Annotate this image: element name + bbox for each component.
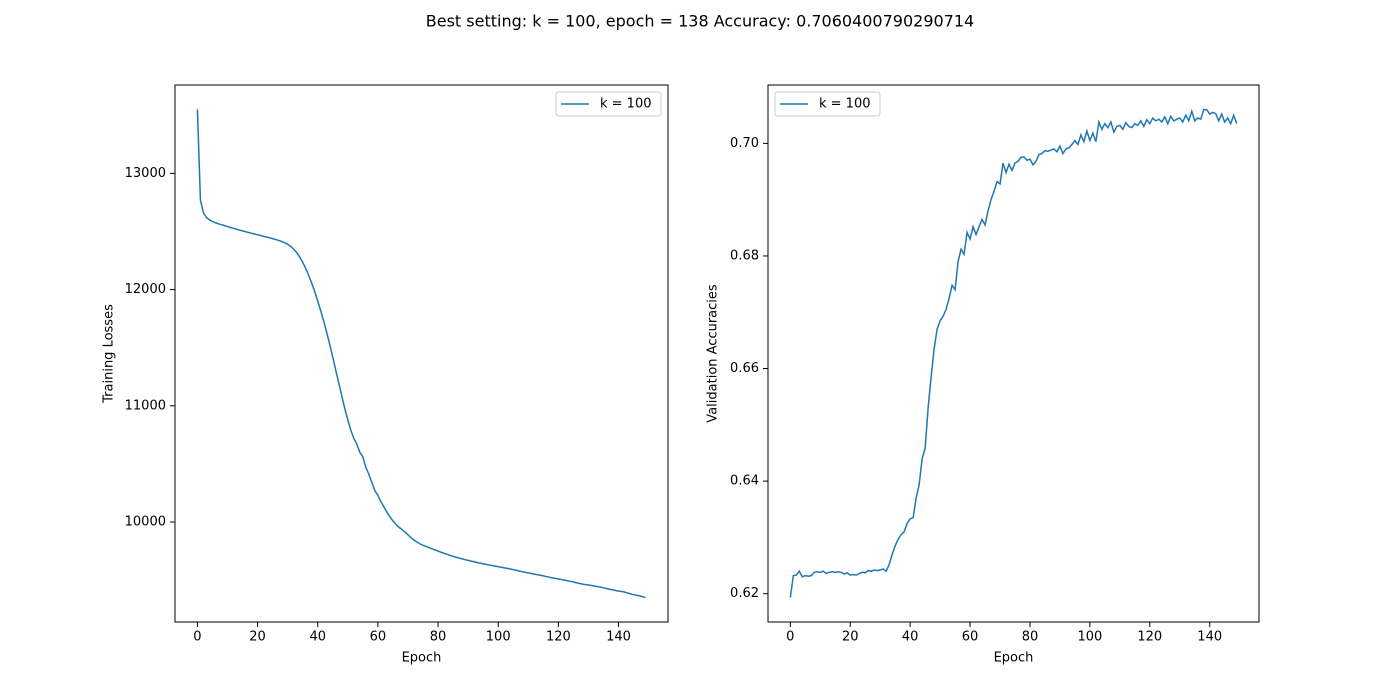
axes-frame [174,84,669,623]
y-tick-label: 0.64 [730,474,759,489]
x-tick-label: 20 [249,630,266,645]
y-axis-label: Training Losses [102,304,117,404]
x-tick-label: 20 [842,630,859,645]
y-tick-label: 0.70 [730,136,759,151]
legend-label: k = 100 [819,97,871,112]
x-tick-label: 120 [1137,630,1162,645]
y-tick-label: 12000 [125,282,166,297]
data-line [196,109,646,599]
y-tick-label: 13000 [125,166,166,181]
y-tick-label: 0.68 [730,248,759,263]
x-tick-label: 140 [606,630,631,645]
x-tick-label: 100 [486,630,511,645]
x-tick-label: 100 [1077,630,1102,645]
x-tick-label: 140 [1197,630,1222,645]
legend-box [774,91,881,117]
x-tick-label: 40 [902,630,919,645]
y-tick-label: 0.62 [730,586,759,601]
legend-label: k = 100 [600,97,652,112]
x-tick-label: 80 [1022,630,1039,645]
y-tick-label: 0.66 [730,361,759,376]
legend-box [555,91,662,117]
x-tick-label: 80 [430,630,447,645]
x-tick-label: 0 [193,630,201,645]
y-tick-label: 11000 [125,398,166,413]
x-axis-label: Epoch [402,651,442,666]
axes-frame [767,84,1260,623]
x-tick-label: 120 [546,630,571,645]
x-tick-label: 60 [962,630,979,645]
y-axis-label: Validation Accuracies [706,284,721,423]
x-tick-label: 60 [370,630,387,645]
y-tick-label: 10000 [125,515,166,530]
data-line [789,108,1238,598]
x-axis-label: Epoch [994,651,1034,666]
x-tick-label: 0 [786,630,794,645]
x-tick-label: 40 [309,630,326,645]
figure-title: Best setting: k = 100, epoch = 138 Accur… [426,12,974,31]
